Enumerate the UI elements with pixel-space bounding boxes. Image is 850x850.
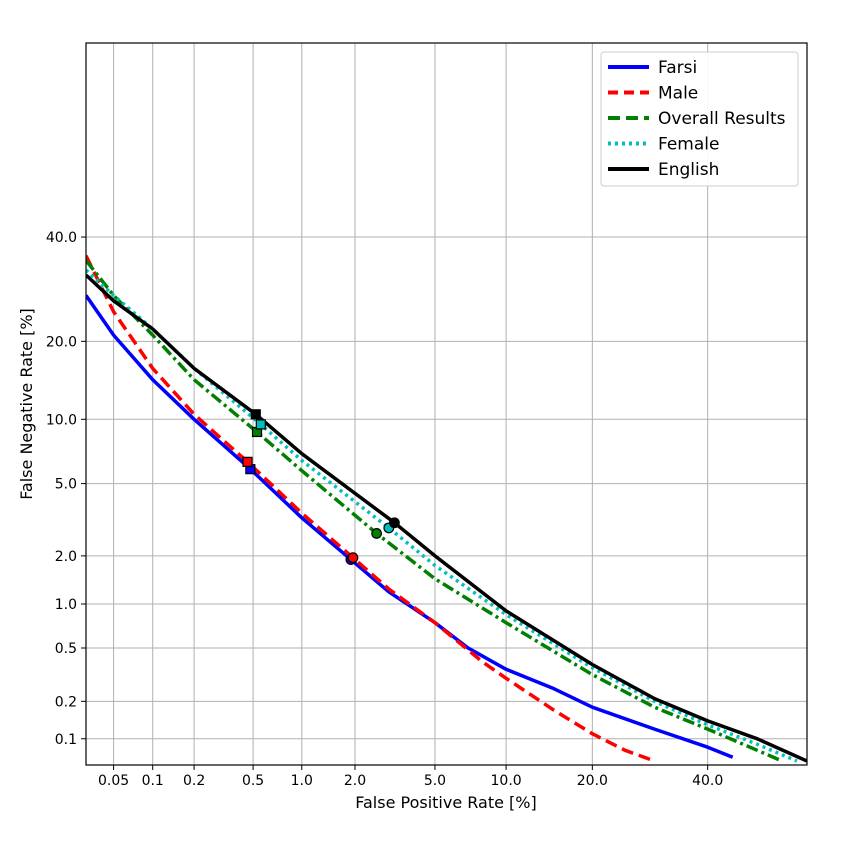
legend-label: Farsi (658, 58, 697, 78)
legend-label: Overall Results (658, 109, 786, 129)
legend: Farsi Male Overall Results Female English (600, 51, 799, 187)
x-axis-ticks: 0.05 0.1 0.2 0.5 1.0 2.0 5.0 10.0 20.0 40.0 (98, 765, 723, 789)
x-tick-label: 0.2 (183, 773, 205, 789)
y-tick-label: 20.0 (46, 334, 77, 350)
legend-label: Male (658, 84, 698, 104)
y-tick-label: 0.5 (55, 641, 77, 657)
x-tick-label: 20.0 (577, 773, 608, 789)
y-tick-label: 10.0 (46, 412, 77, 428)
series-line-male (86, 254, 656, 763)
y-tick-label: 5.0 (55, 477, 77, 493)
y-tick-label: 0.2 (55, 694, 77, 710)
operating-point-square (250, 409, 261, 420)
operating-point-circle (371, 528, 383, 539)
series-layer (86, 254, 807, 763)
x-tick-label: 0.1 (142, 773, 164, 789)
x-tick-label: 5.0 (424, 773, 446, 789)
series-line-farsi (86, 294, 734, 759)
x-tick-label: 0.05 (98, 773, 129, 789)
x-tick-label: 40.0 (692, 773, 723, 789)
y-axis-ticks: 0.1 0.2 0.5 1.0 2.0 5.0 10.0 20.0 40.0 (46, 230, 86, 748)
operating-point-circle (389, 517, 400, 529)
plot-frame (85, 42, 808, 766)
y-tick-label: 40.0 (46, 230, 77, 246)
y-tick-label: 1.0 (55, 597, 77, 613)
y-tick-label: 2.0 (55, 549, 77, 565)
operating-point-square (255, 419, 266, 430)
y-axis-label: False Negative Rate [%] (17, 308, 36, 500)
x-tick-label: 2.0 (344, 773, 366, 789)
x-tick-label: 0.5 (242, 773, 264, 789)
y-tick-label: 0.1 (55, 732, 77, 748)
legend-label: English (658, 160, 719, 180)
operating-point-square (242, 456, 253, 467)
operating-point-circle (347, 552, 359, 564)
series-line-english (86, 273, 807, 763)
x-tick-label: 1.0 (291, 773, 313, 789)
x-axis-label: False Positive Rate [%] (355, 793, 536, 812)
legend-label: Female (658, 135, 719, 155)
legend-box (600, 51, 799, 187)
x-tick-label: 10.0 (491, 773, 522, 789)
series-line-overall-results (86, 259, 783, 763)
